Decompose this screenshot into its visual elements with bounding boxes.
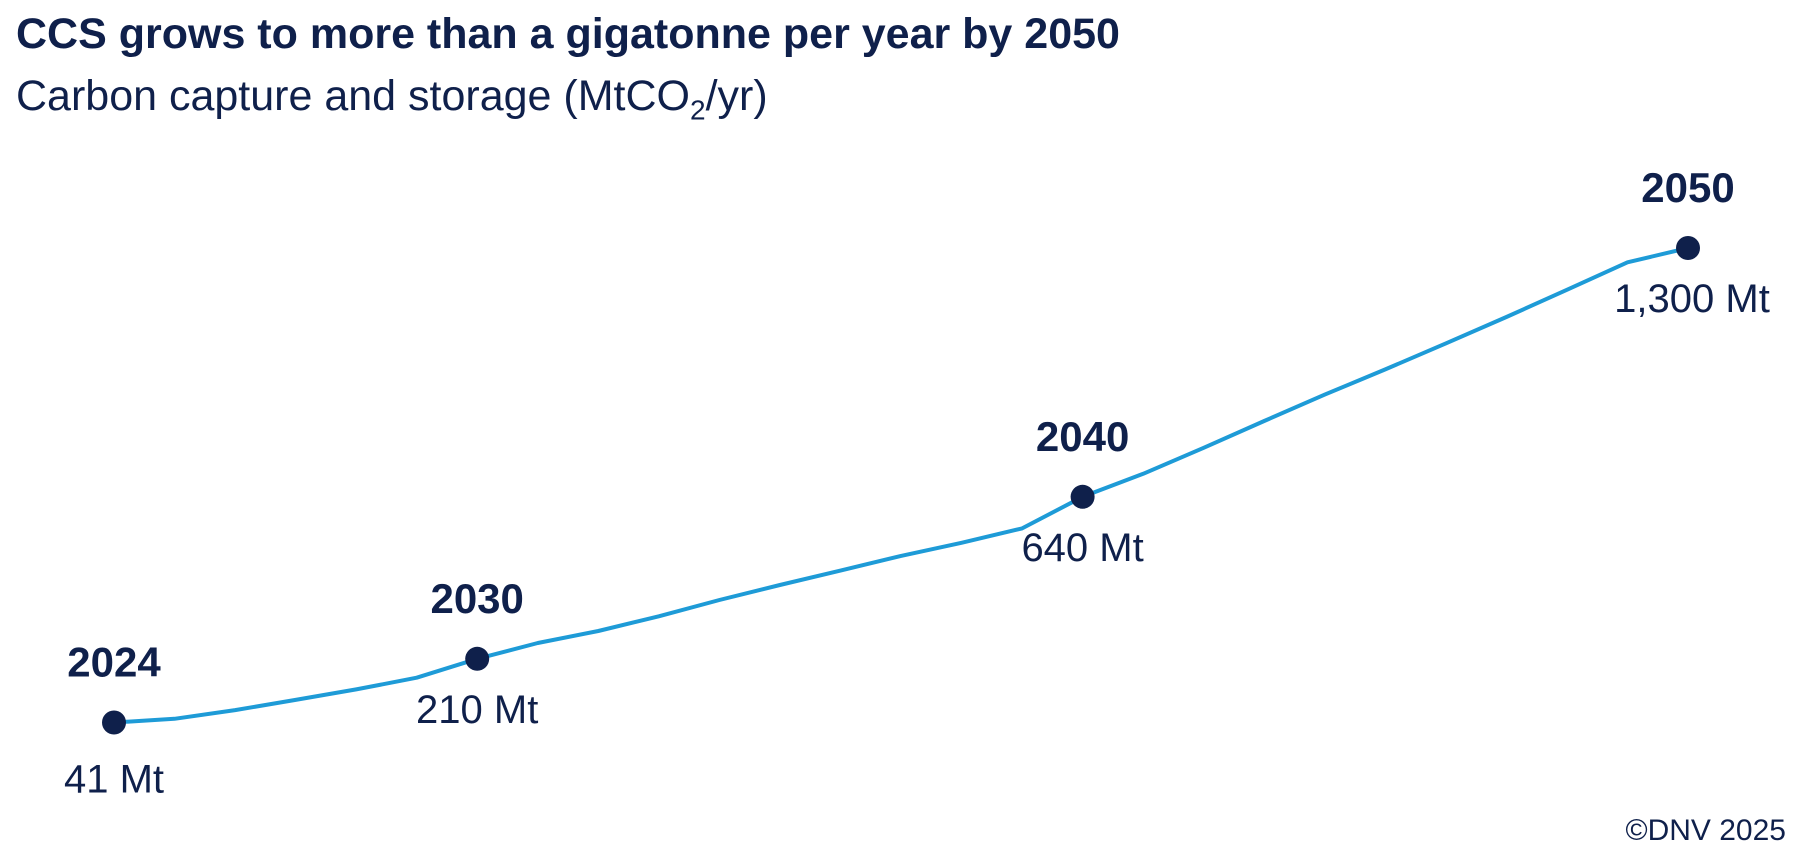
subtitle-subscript: 2 [690, 94, 706, 126]
year-label-2024: 2024 [67, 639, 161, 686]
value-label-2030: 210 Mt [416, 688, 538, 732]
year-label-2050: 2050 [1641, 164, 1734, 211]
subtitle-prefix: Carbon capture and storage (MtCO [16, 72, 690, 120]
marker-2024 [102, 710, 126, 735]
chart-title: CCS grows to more than a gigatonne per y… [16, 10, 1120, 58]
value-label-2040: 640 Mt [1021, 526, 1143, 570]
ccs-series-line [112, 246, 1690, 725]
subtitle-suffix: /yr) [705, 72, 768, 120]
marker-2030 [465, 646, 490, 671]
copyright-text: ©DNV 2025 [1625, 814, 1786, 847]
value-label-2024: 41 Mt [64, 758, 164, 802]
year-label-2030: 2030 [430, 575, 523, 622]
value-label-2050: 1,300 Mt [1614, 277, 1770, 321]
marker-2050 [1676, 236, 1700, 260]
chart-subtitle: Carbon capture and storage (MtCO2/yr) [16, 72, 768, 127]
marker-2040 [1070, 484, 1095, 509]
year-label-2040: 2040 [1036, 413, 1129, 460]
